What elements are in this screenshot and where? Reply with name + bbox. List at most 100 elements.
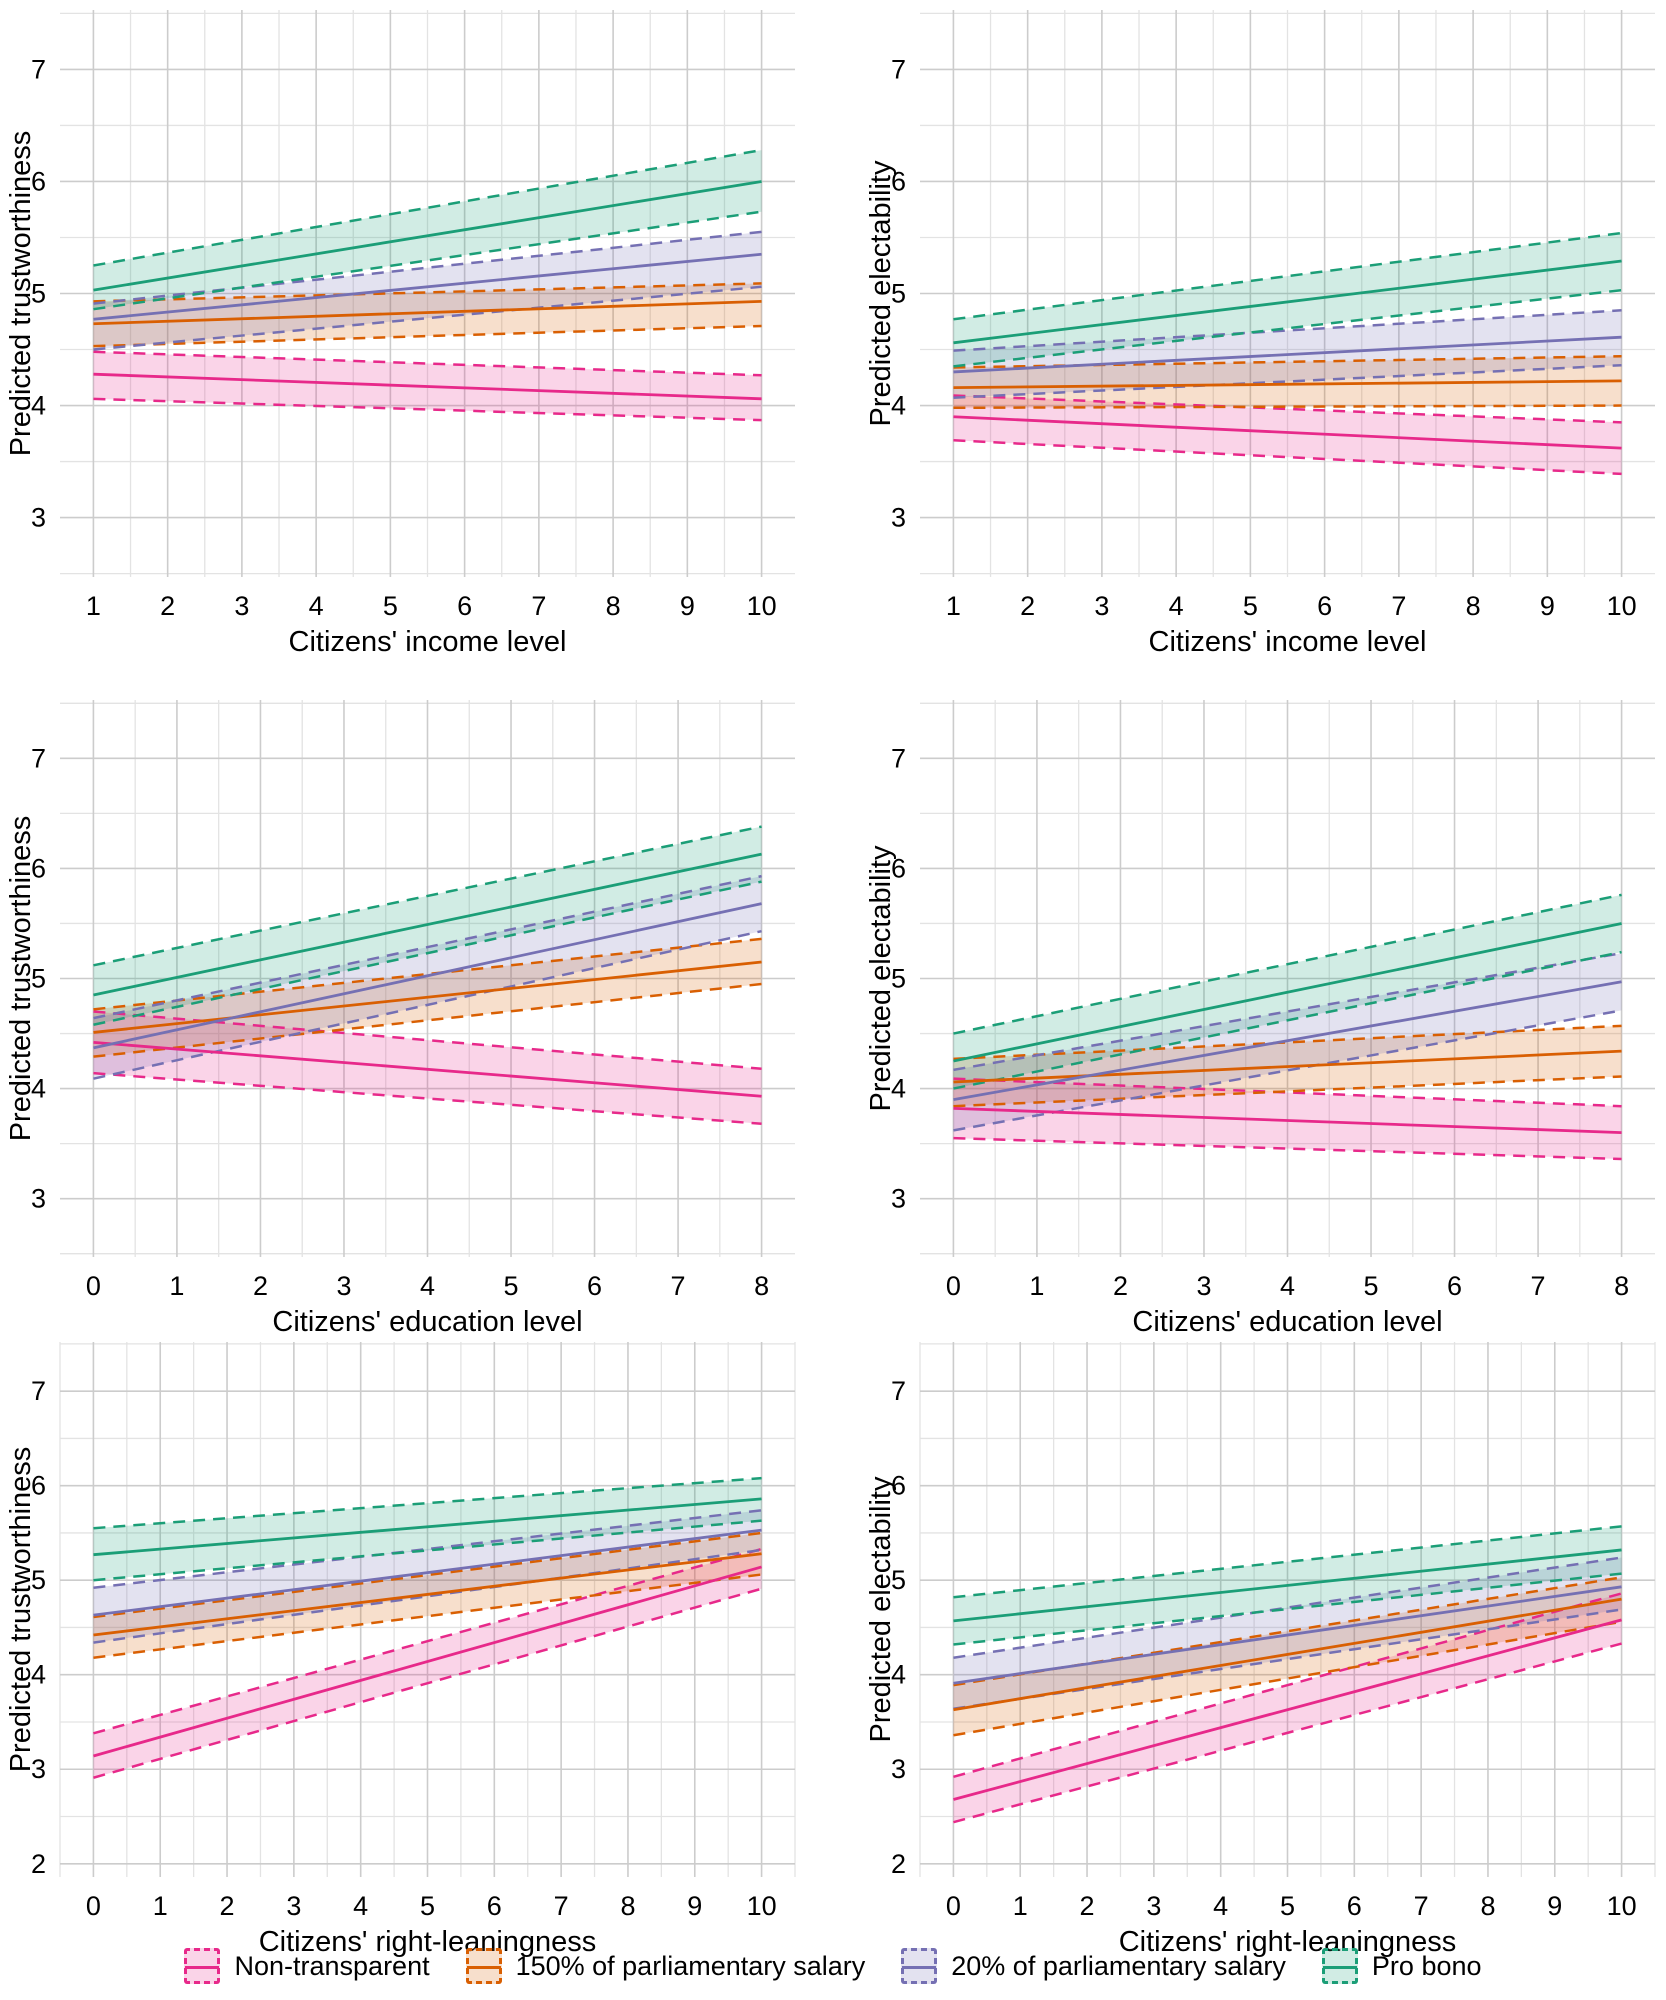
legend-item-non_transparent[interactable]: Non-transparent [184, 1948, 430, 1984]
ci-lower-pro_bono [93, 1519, 762, 1582]
ci-lower-pro_bono [953, 1572, 1622, 1646]
ci-ribbon-salary_20 [93, 1510, 762, 1643]
y-tick-label: 5 [31, 279, 46, 309]
y-axis-title: Predicted electability [865, 1476, 897, 1742]
ci-upper-pro_bono [953, 231, 1622, 321]
x-tick-label: 7 [531, 591, 546, 621]
ci-upper-salary_20 [953, 309, 1622, 352]
y-tick-label: 7 [31, 1376, 46, 1406]
legend-swatch-salary_20 [901, 1948, 938, 1984]
x-tick-label: 3 [286, 1891, 301, 1921]
ci-lower-salary_150 [93, 324, 762, 348]
y-tick-label: 3 [891, 1184, 906, 1214]
y-tick-label: 6 [891, 166, 906, 196]
prediction-line-pro_bono [93, 1497, 762, 1557]
y-tick-label: 4 [891, 1660, 906, 1690]
ci-ribbon-salary_150 [953, 1577, 1622, 1736]
prediction-line-non_transparent [953, 1106, 1622, 1135]
y-axis-title: Predicted electability [865, 845, 897, 1111]
x-tick-label: 3 [1146, 1891, 1161, 1921]
legend-label-pro_bono: Pro bono [1371, 1950, 1482, 1981]
ci-lower-salary_20 [953, 1009, 1622, 1132]
y-tick-label: 7 [31, 743, 46, 773]
x-axis-title: Citizens' right-leaningness [1119, 1926, 1457, 1958]
x-tick-label: 7 [554, 1891, 569, 1921]
legend-item-salary_150[interactable]: 150% of parliamentary salary [465, 1948, 866, 1984]
ci-upper-salary_20 [93, 230, 762, 305]
x-tick-label: 5 [1243, 591, 1258, 621]
x-tick-label: 4 [420, 1271, 435, 1301]
legend-swatch-non_transparent [184, 1948, 221, 1984]
panel-rightleaning-electability: 2 3 4 5 6 7 0 1 2 3 4 5 6 7 8 9 10 Citizens' right-leanin… [860, 0, 1666, 1977]
y-tick-label: 4 [31, 1074, 46, 1104]
x-tick-label: 5 [383, 591, 398, 621]
legend-label-salary_150: 150% of parliamentary salary [515, 1950, 866, 1981]
plot-income-electability: 3 4 5 6 7 1 2 3 4 5 6 7 8 9 10 Citizens' income level Pr… [865, 10, 1655, 658]
y-tick-label: 3 [31, 1184, 46, 1214]
panel-education-trustworthiness: 3 4 5 6 7 0 1 2 3 4 5 6 7 8 Citizens' education level P… [0, 0, 860, 1357]
prediction-line-salary_20 [93, 1528, 762, 1617]
ci-upper-pro_bono [93, 1476, 762, 1530]
x-tick-label: 0 [86, 1271, 101, 1301]
x-tick-label: 6 [587, 1271, 602, 1301]
panel-rightleaning-trustworthiness: 2 3 4 5 6 7 0 1 2 3 4 5 6 7 8 9 10 Citizens' right-leanin… [5, 1342, 796, 1958]
prediction-line-pro_bono [953, 1548, 1622, 1623]
ci-ribbon-salary_150 [953, 356, 1622, 408]
y-tick-label: 3 [31, 503, 46, 533]
prediction-line-salary_20 [953, 980, 1622, 1101]
x-tick-label: 6 [457, 591, 472, 621]
panel-income-trustworthiness: 3 4 5 6 7 1 2 3 4 5 6 7 8 9 10 Citizens' income level Pr… [0, 0, 860, 677]
ci-ribbon-salary_20 [93, 876, 762, 1079]
x-axis-title: Citizens' income level [289, 626, 567, 658]
ci-upper-non_transparent [93, 350, 762, 377]
y-tick-label: 7 [891, 1376, 906, 1406]
x-tick-label: 10 [747, 1891, 777, 1921]
ci-upper-salary_20 [93, 874, 762, 1020]
x-tick-label: 6 [1347, 1891, 1362, 1921]
x-tick-label: 3 [336, 1271, 351, 1301]
plot-income-trustworthiness: 3 4 5 6 7 1 2 3 4 5 6 7 8 9 10 Citizens' income level Pr… [5, 10, 795, 658]
ci-lower-non_transparent [953, 439, 1622, 476]
x-tick-label: 6 [1317, 591, 1332, 621]
x-tick-label: 10 [1607, 1891, 1637, 1921]
ci-upper-salary_20 [93, 1509, 762, 1590]
ci-lower-salary_20 [953, 1608, 1622, 1710]
legend-item-pro_bono[interactable]: Pro bono [1321, 1948, 1482, 1984]
x-tick-label: 5 [1364, 1271, 1379, 1301]
legend-label-salary_20: 20% of parliamentary salary [951, 1950, 1286, 1981]
y-tick-label: 2 [891, 1849, 906, 1879]
x-tick-label: 7 [1414, 1891, 1429, 1921]
ci-upper-non_transparent [953, 394, 1622, 424]
x-tick-label: 4 [353, 1891, 368, 1921]
ci-lower-salary_150 [93, 982, 762, 1058]
legend-line-non_transparent [185, 1966, 220, 1969]
x-tick-label: 9 [687, 1891, 702, 1921]
prediction-line-salary_150 [93, 1552, 762, 1637]
legend-line-pro_bono [1322, 1966, 1357, 1969]
y-tick-label: 4 [31, 1660, 46, 1690]
ci-upper-salary_150 [953, 1576, 1622, 1687]
y-tick-label: 5 [31, 964, 46, 994]
ci-upper-non_transparent [953, 1077, 1622, 1108]
ci-upper-salary_20 [953, 951, 1622, 1072]
x-tick-label: 3 [1196, 1271, 1211, 1301]
y-tick-label: 7 [31, 54, 46, 84]
ci-lower-salary_150 [953, 1620, 1622, 1737]
ci-ribbon-non_transparent [953, 395, 1622, 474]
plot-rightleaning-electability: 2 3 4 5 6 7 0 1 2 3 4 5 6 7 8 9 10 Citizens' right-leanin… [865, 1342, 1656, 1958]
legend-item-salary_20[interactable]: 20% of parliamentary salary [901, 1948, 1286, 1984]
x-tick-label: 7 [1391, 591, 1406, 621]
x-tick-label: 8 [1466, 591, 1481, 621]
y-tick-label: 3 [891, 1754, 906, 1784]
ci-lower-pro_bono [93, 880, 762, 1026]
ci-lower-non_transparent [93, 1587, 762, 1779]
prediction-line-salary_20 [93, 902, 762, 1050]
prediction-line-salary_150 [93, 960, 762, 1034]
prediction-line-salary_150 [93, 299, 762, 326]
ci-lower-salary_150 [953, 404, 1622, 410]
ci-upper-salary_150 [93, 1531, 762, 1619]
prediction-line-pro_bono [953, 259, 1622, 345]
x-tick-label: 8 [1614, 1271, 1629, 1301]
y-tick-label: 3 [31, 1754, 46, 1784]
y-tick-label: 4 [891, 391, 906, 421]
